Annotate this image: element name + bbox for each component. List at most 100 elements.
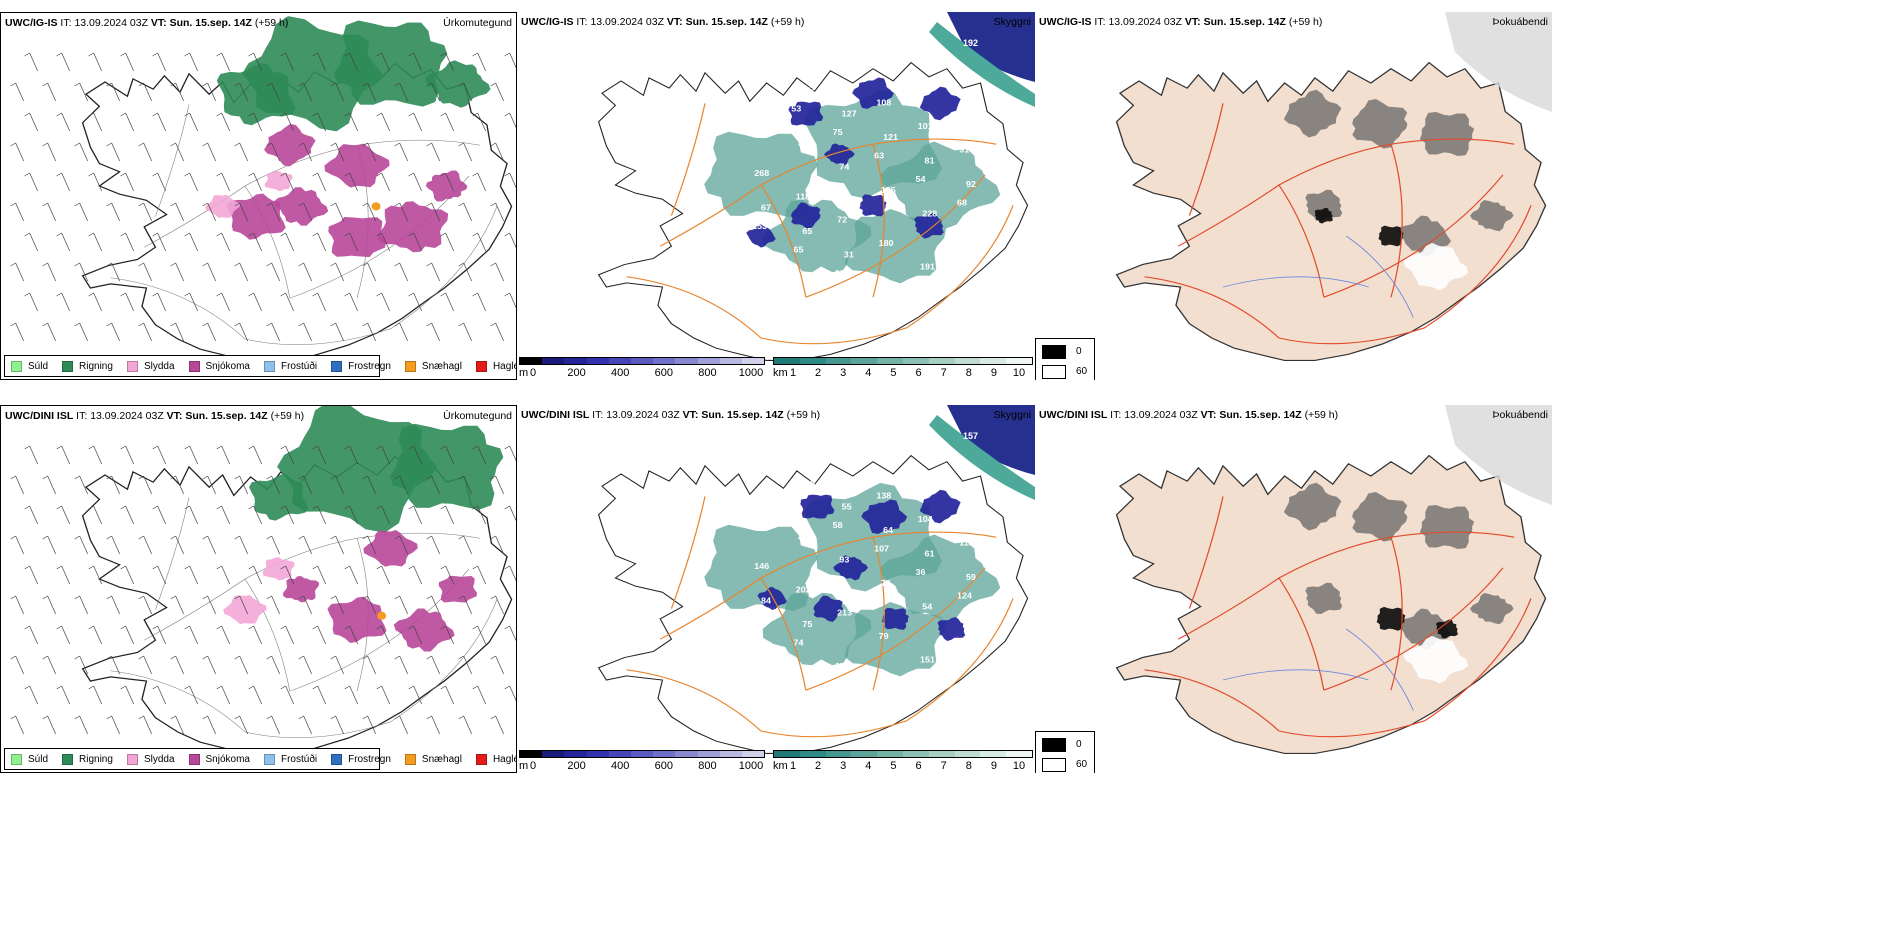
rain-area <box>389 423 504 510</box>
wind-barb <box>234 535 248 555</box>
cloud-base-label: 67 <box>835 661 845 671</box>
cloud-base-label: 82 <box>750 80 760 90</box>
cloud-base-label: 53 <box>791 104 801 114</box>
wind-barbs <box>10 52 516 342</box>
wind-barb <box>504 232 516 249</box>
wind-barb <box>394 535 408 555</box>
road-line <box>626 205 1014 345</box>
wind-barb <box>440 52 454 72</box>
wind-barb <box>216 625 230 645</box>
wind-barb <box>42 322 56 342</box>
wind-barb <box>394 655 408 675</box>
snow-area <box>282 576 320 603</box>
colorbar-tick: 9 <box>990 760 997 772</box>
wind-barb <box>56 112 70 132</box>
low-visibility-area <box>844 601 947 677</box>
wind-barb <box>10 655 24 675</box>
legend-label: Frostregn <box>348 360 391 372</box>
legend-item: Frostregn <box>331 753 391 765</box>
wind-barb <box>138 595 152 615</box>
cloud-base-label: 68 <box>957 198 967 208</box>
colorbar-tick: 9 <box>990 367 997 379</box>
wind-barb <box>312 445 326 465</box>
cloud-base-label: 260 <box>798 532 813 542</box>
wind-barb <box>426 262 440 282</box>
colorbar-segment <box>675 358 698 364</box>
colorbar-segment <box>774 751 800 757</box>
legend-item: Rigning <box>62 360 113 372</box>
colorbar-unit: m <box>519 367 529 379</box>
colorbar-tick: 5 <box>890 760 897 772</box>
panel-title: UWC/DINI ISL IT: 13.09.2024 03Z VT: Sun.… <box>5 410 305 422</box>
cloud-base-label: 91 <box>959 145 969 155</box>
wind-barb <box>440 505 454 525</box>
wind-barb <box>74 595 88 615</box>
wind-barb <box>266 535 280 555</box>
cloud-base-label: 36 <box>916 567 926 577</box>
wind-barb <box>490 475 504 495</box>
cloud-base-label: 64 <box>883 526 893 536</box>
wind-barb <box>120 112 134 132</box>
wind-barb <box>376 112 390 132</box>
low-cloud-area <box>852 77 894 109</box>
wind-barb <box>376 565 390 585</box>
fog-high-swatch <box>1042 738 1066 752</box>
wind-barb <box>330 322 344 342</box>
road-line <box>110 599 498 738</box>
road-line <box>805 567 986 691</box>
cloud-base-label: 59 <box>966 572 976 582</box>
colorbar-tick: 7 <box>940 760 947 772</box>
colorbar-segment <box>697 751 720 757</box>
wind-barb <box>504 112 516 129</box>
colorbar-segment <box>851 751 878 757</box>
colorbar-segment <box>902 751 929 757</box>
wind-barb <box>234 262 248 282</box>
wind-barb <box>312 172 326 192</box>
wind-barb <box>56 232 70 252</box>
wind-barb <box>490 82 504 102</box>
wind-barb <box>120 172 134 192</box>
wind-barb <box>10 475 24 495</box>
cloud-base-label: 53 <box>750 473 760 483</box>
colorbar-segment <box>630 751 654 757</box>
cloud-base-label: 121 <box>835 268 850 278</box>
wind-barb <box>312 112 326 132</box>
wind-barb <box>426 535 440 555</box>
wind-barb <box>362 475 376 495</box>
wind-barb <box>202 535 216 555</box>
colorbar-tick: 5 <box>890 367 897 379</box>
wind-barb <box>408 172 422 192</box>
legend-label: Slydda <box>143 360 175 372</box>
dense-fog-area <box>1314 207 1333 224</box>
legend-item: Súld <box>11 360 48 372</box>
wind-barb <box>472 232 486 252</box>
cloud-base-label: 28 <box>759 256 769 266</box>
colorbar-tick: 600 <box>654 760 673 772</box>
fog-panel-row2: UWC/DINI ISL IT: 13.09.2024 03Z VT: Sun.… <box>1035 405 1552 773</box>
fog-index-area <box>1352 99 1408 149</box>
road-line <box>659 531 997 640</box>
colorbar-segment <box>877 358 903 364</box>
wind-barb <box>408 625 422 645</box>
wind-barb <box>202 82 216 102</box>
road-line <box>659 138 997 247</box>
wind-barb <box>376 445 390 465</box>
low-cloud-area <box>919 489 961 524</box>
colorbar-strip <box>519 357 765 365</box>
precip-panel-row2: UWC/DINI ISL IT: 13.09.2024 03Z VT: Sun.… <box>0 405 517 773</box>
wind-barb <box>376 505 390 525</box>
snow-area <box>425 170 468 202</box>
legend-label: Haglél <box>492 753 516 765</box>
road-line <box>1188 496 1224 609</box>
low-cloud-area <box>914 212 944 239</box>
wind-barb <box>362 655 376 675</box>
wind-barb <box>298 82 312 102</box>
legend-item: Haglél <box>475 753 516 765</box>
fog-index-area <box>1419 504 1475 550</box>
wind-barb <box>280 445 294 465</box>
legend-swatch <box>475 753 487 765</box>
wind-barb <box>170 715 184 735</box>
wind-barb <box>42 262 56 282</box>
wind-barb <box>138 475 152 495</box>
legend-swatch <box>331 753 343 765</box>
